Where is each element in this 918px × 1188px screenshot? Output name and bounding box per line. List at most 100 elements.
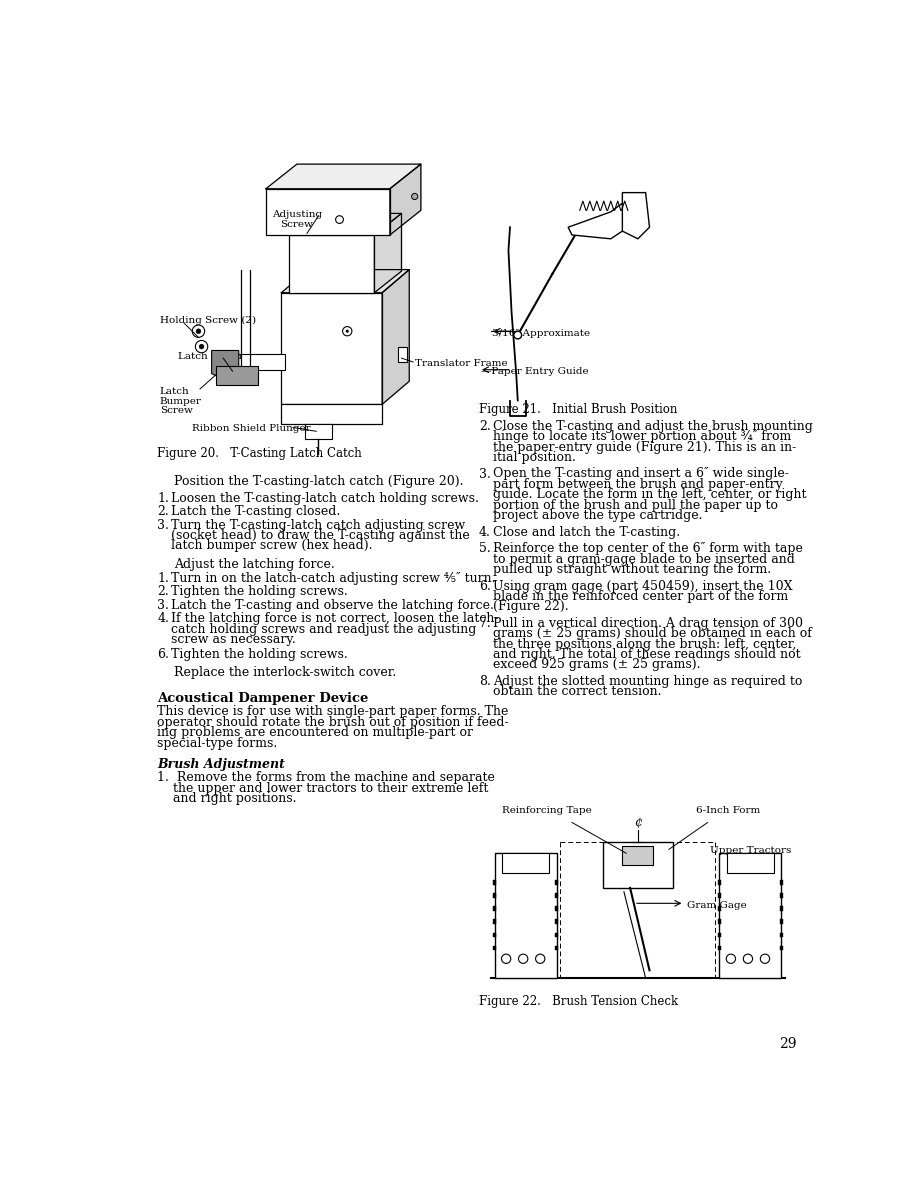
Bar <box>493 946 496 950</box>
Circle shape <box>411 194 418 200</box>
Bar <box>216 366 258 385</box>
Text: Turn in on the latch-catch adjusting screw ⅘″ turn.: Turn in on the latch-catch adjusting scr… <box>172 571 496 584</box>
Circle shape <box>196 341 207 353</box>
Bar <box>235 354 285 369</box>
Text: 2.: 2. <box>157 586 169 599</box>
Text: 1.: 1. <box>157 492 169 505</box>
Text: Figure 20.   T-Casting Latch Catch: Figure 20. T-Casting Latch Catch <box>157 447 362 460</box>
Text: and right. The total of these readings should not: and right. The total of these readings s… <box>493 649 800 661</box>
Text: 1.  Remove the forms from the machine and separate: 1. Remove the forms from the machine and… <box>157 771 495 784</box>
Text: 2.: 2. <box>157 505 169 518</box>
Polygon shape <box>390 164 420 235</box>
Text: Figure 22.   Brush Tension Check: Figure 22. Brush Tension Check <box>479 996 678 1007</box>
Text: 2.: 2. <box>479 419 491 432</box>
Bar <box>555 933 558 937</box>
Text: Reinforce the top center of the 6″ form with tape: Reinforce the top center of the 6″ form … <box>493 542 803 555</box>
Bar <box>502 853 549 872</box>
Text: Screw: Screw <box>160 406 193 415</box>
Bar <box>555 893 558 898</box>
Text: Brush Adjustment: Brush Adjustment <box>157 758 285 771</box>
Text: Bumper: Bumper <box>160 397 202 405</box>
Bar <box>779 893 783 898</box>
Bar <box>495 853 556 978</box>
Text: Pull in a vertical direction. A drag tension of 300: Pull in a vertical direction. A drag ten… <box>493 617 803 630</box>
Text: exceed 925 grams (± 25 grams).: exceed 925 grams (± 25 grams). <box>493 658 700 671</box>
Text: 8.: 8. <box>479 675 491 688</box>
Bar <box>718 880 721 885</box>
Text: Acoustical Dampener Device: Acoustical Dampener Device <box>157 691 369 704</box>
Circle shape <box>336 216 343 223</box>
Text: special-type forms.: special-type forms. <box>157 737 277 750</box>
Bar <box>555 920 558 924</box>
Text: latch bumper screw (hex head).: latch bumper screw (hex head). <box>172 539 373 552</box>
Text: Latch: Latch <box>160 387 189 397</box>
Text: Tighten the holding screws.: Tighten the holding screws. <box>172 649 348 661</box>
Bar <box>719 853 781 978</box>
Text: Replace the interlock-switch cover.: Replace the interlock-switch cover. <box>174 666 397 680</box>
Bar <box>622 846 654 865</box>
Text: Adjusting: Adjusting <box>272 210 322 220</box>
Circle shape <box>196 329 201 334</box>
Text: Reinforcing Tape: Reinforcing Tape <box>502 805 592 815</box>
Text: Latch the T-casting and observe the latching force.: Latch the T-casting and observe the latc… <box>172 599 494 612</box>
Text: Translator Frame: Translator Frame <box>416 359 508 368</box>
Text: Latch Catch: Latch Catch <box>178 352 242 361</box>
Text: Holding Screw (2): Holding Screw (2) <box>160 316 256 326</box>
Bar <box>718 893 721 898</box>
Bar <box>555 880 558 885</box>
Bar <box>493 906 496 911</box>
Text: (Figure 22).: (Figure 22). <box>493 600 568 613</box>
Text: the upper and lower tractors to their extreme left: the upper and lower tractors to their ex… <box>157 782 488 795</box>
Text: 6-Inch Form: 6-Inch Form <box>696 805 760 815</box>
Text: 1.: 1. <box>157 571 169 584</box>
Text: 3.: 3. <box>157 519 169 532</box>
Bar <box>282 292 382 404</box>
Bar <box>727 853 774 872</box>
Text: blade in the reinforced center part of the form: blade in the reinforced center part of t… <box>493 590 789 604</box>
Bar <box>397 347 407 362</box>
Bar <box>779 933 783 937</box>
Text: Loosen the T-casting-latch catch holding screws.: Loosen the T-casting-latch catch holding… <box>172 492 479 505</box>
Text: 4.: 4. <box>479 525 491 538</box>
Bar <box>289 235 375 292</box>
Text: Position the T-casting-latch catch (Figure 20).: Position the T-casting-latch catch (Figu… <box>174 475 464 488</box>
Text: Latch the T-casting closed.: Latch the T-casting closed. <box>172 505 341 518</box>
Text: operator should rotate the brush out of position if feed-: operator should rotate the brush out of … <box>157 716 509 728</box>
Text: Open the T-casting and insert a 6″ wide single-: Open the T-casting and insert a 6″ wide … <box>493 468 789 480</box>
Bar <box>305 424 331 440</box>
Polygon shape <box>282 270 409 292</box>
Text: 6.: 6. <box>479 580 491 593</box>
Text: 7.: 7. <box>479 617 491 630</box>
Text: project above the type cartridge.: project above the type cartridge. <box>493 510 702 522</box>
Polygon shape <box>266 164 420 189</box>
Polygon shape <box>382 270 409 404</box>
Bar <box>779 880 783 885</box>
Text: guide. Locate the form in the left, center, or right: guide. Locate the form in the left, cent… <box>493 488 806 501</box>
Text: grams (± 25 grams) should be obtained in each of: grams (± 25 grams) should be obtained in… <box>493 627 812 640</box>
Text: Gram Gage: Gram Gage <box>687 901 746 910</box>
Bar <box>718 920 721 924</box>
Bar <box>266 189 390 235</box>
Text: the paper-entry guide (Figure 21). This is an in-: the paper-entry guide (Figure 21). This … <box>493 441 796 454</box>
Bar <box>493 880 496 885</box>
Text: itial position.: itial position. <box>493 451 576 465</box>
Text: 6.: 6. <box>157 649 169 661</box>
Text: hinge to locate its lower portion about ¾″ from: hinge to locate its lower portion about … <box>493 430 791 443</box>
Text: (socket head) to draw the T-casting against the: (socket head) to draw the T-casting agai… <box>172 529 470 542</box>
Bar <box>493 933 496 937</box>
Text: screw as necessary.: screw as necessary. <box>172 633 297 646</box>
Text: —Paper Entry Guide: —Paper Entry Guide <box>480 367 588 377</box>
Circle shape <box>346 330 349 333</box>
Text: If the latching force is not correct, loosen the latch-: If the latching force is not correct, lo… <box>172 612 498 625</box>
Bar <box>779 906 783 911</box>
Circle shape <box>342 327 352 336</box>
Bar <box>555 946 558 950</box>
Text: Adjust the slotted mounting hinge as required to: Adjust the slotted mounting hinge as req… <box>493 675 802 688</box>
Bar <box>718 946 721 950</box>
Polygon shape <box>622 192 650 239</box>
Text: 3.: 3. <box>479 468 491 480</box>
Bar <box>779 946 783 950</box>
Text: 3.: 3. <box>157 599 169 612</box>
Text: This device is for use with single-part paper forms. The: This device is for use with single-part … <box>157 706 509 719</box>
Bar <box>718 933 721 937</box>
